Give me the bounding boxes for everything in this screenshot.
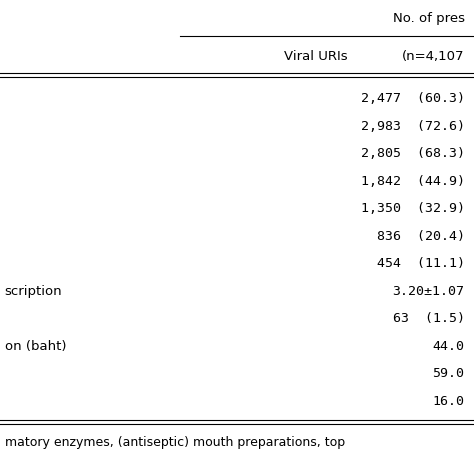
Text: (n=4,107: (n=4,107: [402, 50, 465, 63]
Text: 59.0: 59.0: [432, 367, 465, 380]
Text: 2,805  (68.3): 2,805 (68.3): [361, 147, 465, 160]
Text: 63  (1.5): 63 (1.5): [368, 312, 465, 325]
Text: Viral URIs: Viral URIs: [284, 50, 348, 63]
Text: 2,983  (72.6): 2,983 (72.6): [361, 120, 465, 133]
Text: 1,842  (44.9): 1,842 (44.9): [361, 175, 465, 188]
Text: 836  (20.4): 836 (20.4): [361, 230, 465, 243]
Text: 454  (11.1): 454 (11.1): [361, 257, 465, 270]
Text: matory enzymes, (antiseptic) mouth preparations, top: matory enzymes, (antiseptic) mouth prepa…: [5, 436, 345, 448]
Text: on (baht): on (baht): [5, 340, 66, 353]
Text: 3.20±1.07: 3.20±1.07: [392, 285, 465, 298]
Text: scription: scription: [5, 285, 63, 298]
Text: 44.0: 44.0: [432, 340, 465, 353]
Text: 16.0: 16.0: [432, 395, 465, 408]
Text: 2,477  (60.3): 2,477 (60.3): [361, 92, 465, 105]
Text: No. of pres: No. of pres: [392, 12, 465, 25]
Text: 1,350  (32.9): 1,350 (32.9): [361, 202, 465, 215]
